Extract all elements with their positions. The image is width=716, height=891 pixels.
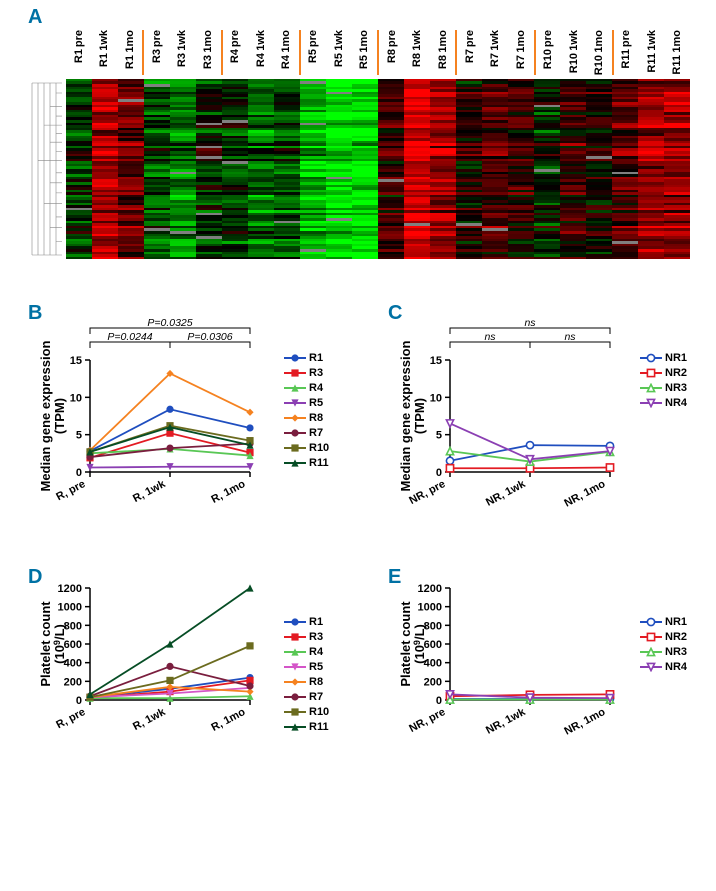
svg-text:5: 5 — [436, 430, 442, 442]
svg-text:P=0.0244: P=0.0244 — [107, 331, 152, 343]
legend-item: R11 — [284, 719, 329, 734]
svg-text:P=0.0306: P=0.0306 — [187, 331, 232, 343]
svg-text:P=0.0325: P=0.0325 — [147, 317, 192, 329]
heatmap-panel: preR11wkR11moR1preR31wkR31moR3preR41wkR4… — [30, 30, 690, 259]
svg-text:R, 1wk: R, 1wk — [131, 478, 168, 505]
legend-item: NR2 — [640, 629, 687, 644]
chart-e: 020040060080010001200NR, preNR, 1wkNR, 1… — [396, 580, 626, 740]
svg-text:Platelet count: Platelet count — [38, 601, 53, 687]
svg-text:R, 1mo: R, 1mo — [209, 706, 247, 734]
legend-item: R10 — [284, 440, 329, 455]
svg-text:0: 0 — [436, 467, 442, 479]
legend-item: NR1 — [640, 350, 687, 365]
chart-b: 0 5 10 15 R, pre R, 1wk R, 1mo Median gene expr… — [36, 316, 266, 520]
svg-text:0: 0 — [436, 695, 442, 707]
legend-item: NR4 — [640, 395, 687, 410]
svg-text:NR, 1wk: NR, 1wk — [484, 706, 528, 737]
legend-item: R11 — [284, 455, 329, 470]
svg-text:ns: ns — [524, 317, 536, 329]
svg-text:10: 10 — [70, 392, 82, 404]
svg-text:ns: ns — [484, 331, 496, 343]
legend-item: R7 — [284, 425, 329, 440]
svg-text:0: 0 — [76, 467, 82, 479]
chart-c: 0 5 10 15 NR, pre NR, 1wk NR, 1mo Median gene e… — [396, 316, 626, 520]
svg-text:1000: 1000 — [418, 602, 442, 614]
chart-d: 020040060080010001200R, preR, 1wkR, 1moP… — [36, 580, 266, 740]
legend-item: R3 — [284, 365, 329, 380]
heatmap-headers: preR11wkR11moR1preR31wkR31moR3preR41wkR4… — [66, 30, 690, 75]
dendrogram — [30, 79, 66, 259]
legend-item: R3 — [284, 629, 329, 644]
legend-item: R8 — [284, 674, 329, 689]
legend-e: NR1NR2NR3NR4 — [640, 614, 687, 674]
svg-text:R, pre: R, pre — [54, 478, 87, 503]
legend-item: R5 — [284, 659, 329, 674]
svg-text:1000: 1000 — [58, 602, 82, 614]
svg-text:NR, pre: NR, pre — [407, 478, 447, 507]
svg-text:NR, 1mo: NR, 1mo — [562, 478, 607, 510]
svg-text:0: 0 — [76, 695, 82, 707]
svg-text:200: 200 — [64, 676, 82, 688]
svg-text:Median gene expression: Median gene expression — [398, 340, 413, 491]
svg-text:NR, 1wk: NR, 1wk — [484, 478, 528, 509]
legend-item: NR4 — [640, 659, 687, 674]
legend-c: NR1NR2NR3NR4 — [640, 350, 687, 410]
legend-item: R1 — [284, 350, 329, 365]
svg-text:15: 15 — [430, 355, 442, 367]
legend-d: R1R3R4R5R8R7R10R11 — [284, 614, 329, 734]
svg-text:5: 5 — [76, 430, 82, 442]
legend-b: R1R3R4R5R8R7R10R11 — [284, 350, 329, 470]
legend-item: R7 — [284, 689, 329, 704]
svg-text:15: 15 — [70, 355, 82, 367]
svg-text:R, 1mo: R, 1mo — [209, 478, 247, 506]
svg-text:10: 10 — [430, 392, 442, 404]
legend-item: NR2 — [640, 365, 687, 380]
svg-text:R, pre: R, pre — [54, 706, 87, 731]
svg-text:Median gene expression: Median gene expression — [38, 340, 53, 491]
heatmap-grid — [66, 79, 690, 259]
legend-item: R5 — [284, 395, 329, 410]
svg-text:NR, 1mo: NR, 1mo — [562, 706, 607, 738]
svg-text:ns: ns — [564, 331, 576, 343]
legend-item: R10 — [284, 704, 329, 719]
svg-text:1200: 1200 — [418, 583, 442, 595]
legend-item: NR3 — [640, 644, 687, 659]
svg-text:NR, pre: NR, pre — [407, 706, 447, 735]
legend-item: R1 — [284, 614, 329, 629]
svg-text:(TPM): (TPM) — [412, 398, 427, 434]
svg-text:(TPM): (TPM) — [52, 398, 67, 434]
svg-text:200: 200 — [424, 676, 442, 688]
svg-text:Platelet count: Platelet count — [398, 601, 413, 687]
svg-text:R, 1wk: R, 1wk — [131, 706, 168, 733]
legend-item: NR1 — [640, 614, 687, 629]
legend-item: R8 — [284, 410, 329, 425]
svg-text:1200: 1200 — [58, 583, 82, 595]
legend-item: NR3 — [640, 380, 687, 395]
panel-label-a: A — [28, 6, 42, 29]
legend-item: R4 — [284, 644, 329, 659]
legend-item: R4 — [284, 380, 329, 395]
